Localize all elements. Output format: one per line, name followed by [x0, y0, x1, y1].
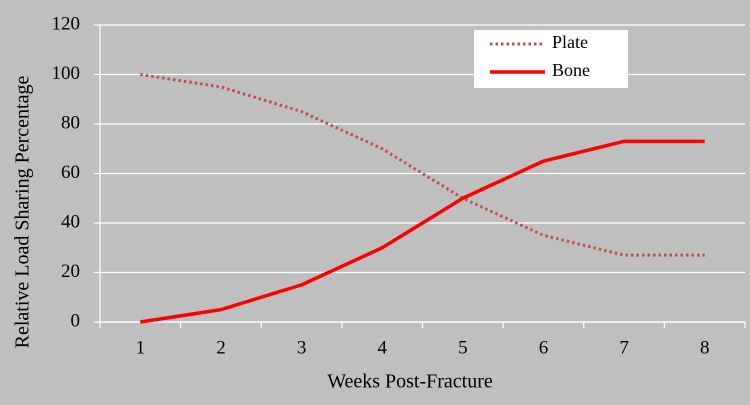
- y-tick-label: 40: [61, 211, 80, 232]
- y-tick-label: 100: [52, 63, 81, 84]
- series-line: [140, 73, 705, 257]
- y-tick-label: 20: [61, 261, 80, 282]
- y-tick-label: 80: [61, 112, 80, 133]
- x-tick-label: 3: [297, 337, 307, 358]
- x-tick-label: 8: [700, 337, 710, 358]
- x-tick-label: 7: [619, 337, 629, 358]
- legend-label: Bone: [552, 60, 590, 80]
- y-tick-label: 0: [71, 310, 81, 331]
- y-tick-label: 60: [61, 162, 80, 183]
- x-tick-label: 5: [458, 337, 468, 358]
- x-axis-title: Weeks Post-Fracture: [327, 371, 493, 393]
- series-line: [140, 139, 705, 324]
- x-tick-label: 1: [136, 337, 146, 358]
- x-tick-label: 4: [377, 337, 387, 358]
- legend-box: [474, 30, 628, 88]
- y-tick-label: 120: [52, 13, 81, 34]
- legend: Plate Bone: [474, 30, 628, 88]
- x-tick-label: 6: [539, 337, 549, 358]
- x-tick-label: 2: [216, 337, 226, 358]
- y-axis-title: Relative Load Sharing Percentage: [12, 76, 34, 349]
- legend-label: Plate: [552, 32, 588, 52]
